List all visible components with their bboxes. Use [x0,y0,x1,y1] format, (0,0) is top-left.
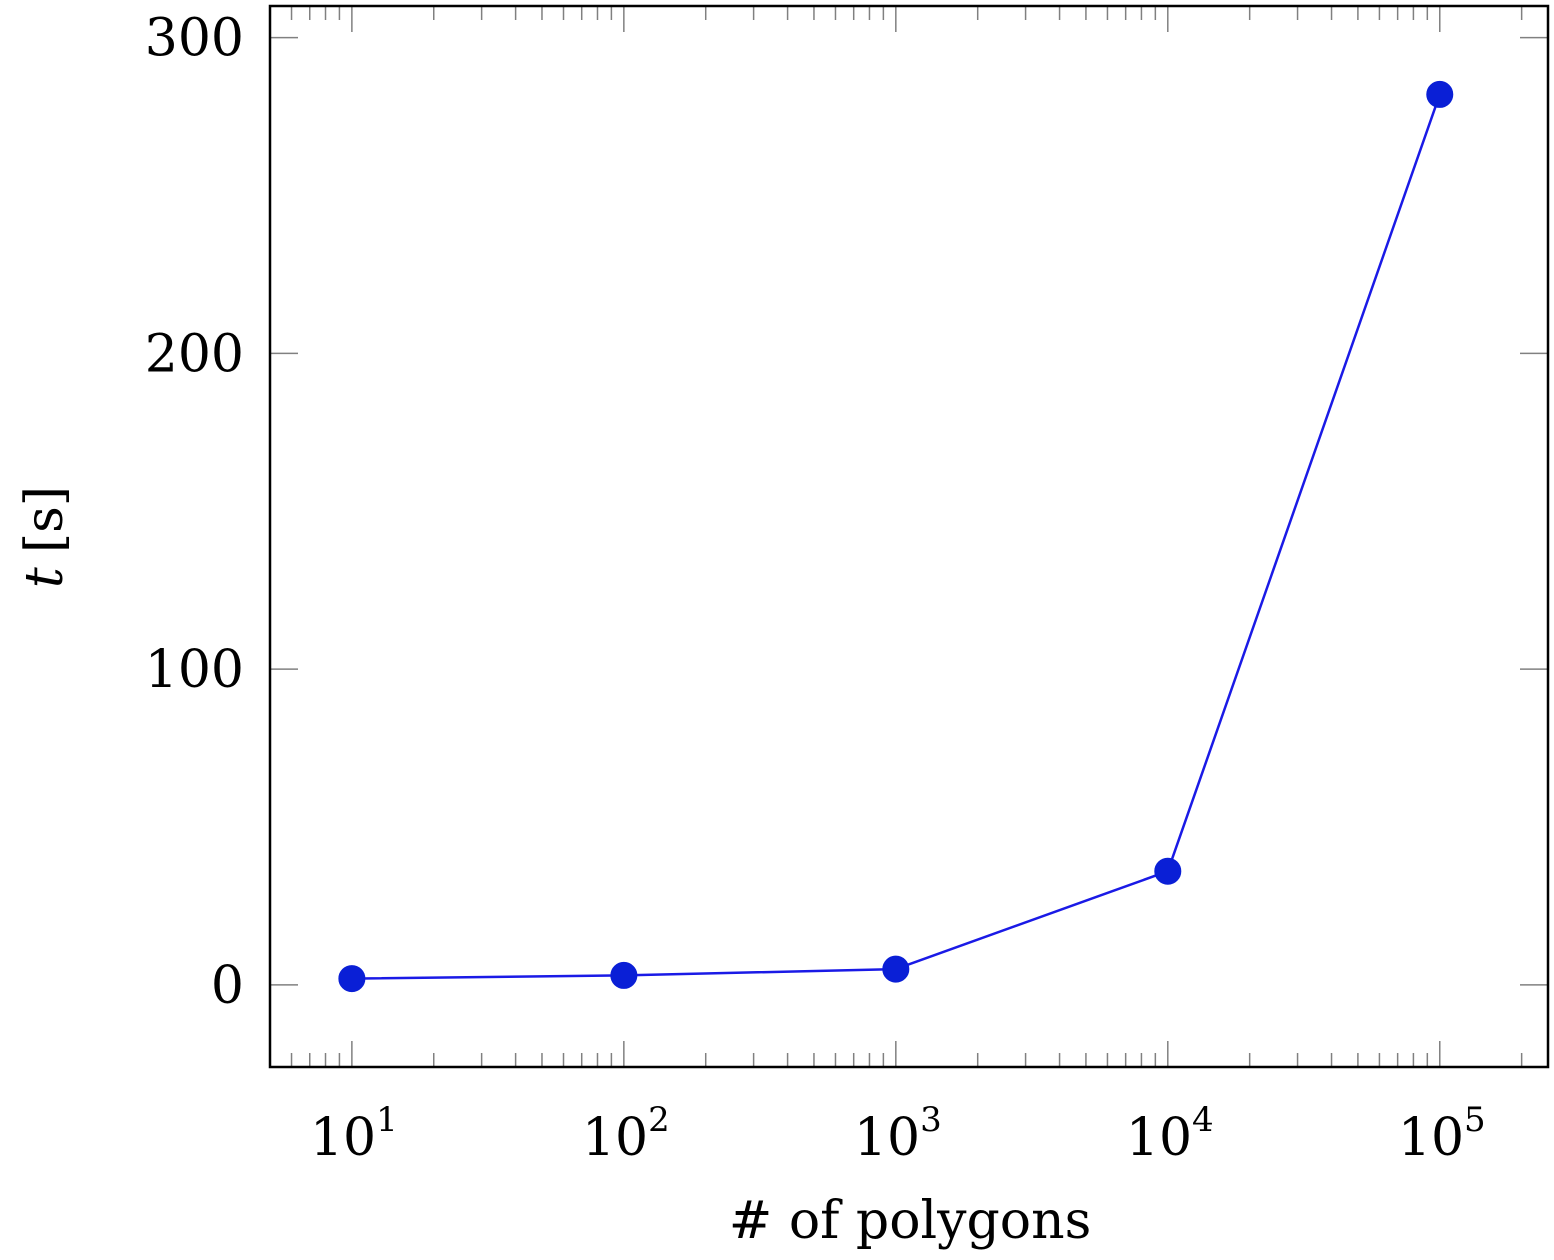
x-tick-label-exponent: 3 [920,1100,942,1140]
series-layer [338,80,1454,993]
y-axis-label: t [s] [15,486,75,588]
data-point [338,965,366,993]
x-tick-label-base: 10 [1126,1108,1192,1168]
y-tick-labels: 0 100 200 300 [145,9,244,1016]
x-tick-label: 104 [1126,1100,1214,1168]
x-tick-label-exponent: 1 [376,1100,398,1140]
y-tick-label: 100 [145,640,244,700]
data-point [610,961,638,989]
x-tick-label-base: 10 [310,1108,376,1168]
y-tick-label: 200 [145,324,244,384]
x-axis-label: # of polygons [729,1191,1092,1251]
x-tick-label-exponent: 2 [648,1100,670,1140]
x-tick-label: 103 [854,1100,942,1168]
x-tick-label-base: 10 [854,1108,920,1168]
x-tick-label: 102 [582,1100,670,1168]
y-axis-variable: t [15,567,75,588]
minor-ticks [269,6,1523,1067]
x-tick-label-base: 10 [582,1108,648,1168]
x-tick-label: 105 [1398,1100,1486,1168]
major-ticks [270,6,1548,1067]
y-tick-label: 0 [211,956,244,1016]
data-point [882,955,910,983]
x-tick-label-base: 10 [1398,1108,1464,1168]
x-tick-label-exponent: 5 [1464,1100,1486,1140]
x-tick-label: 101 [310,1100,398,1168]
x-tick-labels: 101 102 103 104 105 [310,1100,1486,1168]
plot-area-frame [268,4,1550,1069]
data-point [1426,80,1454,108]
y-tick-label: 300 [145,9,244,69]
data-point [1154,857,1182,885]
series-line [351,93,1441,980]
x-tick-label-exponent: 4 [1192,1100,1214,1140]
y-axis-unit: [s] [15,486,75,553]
